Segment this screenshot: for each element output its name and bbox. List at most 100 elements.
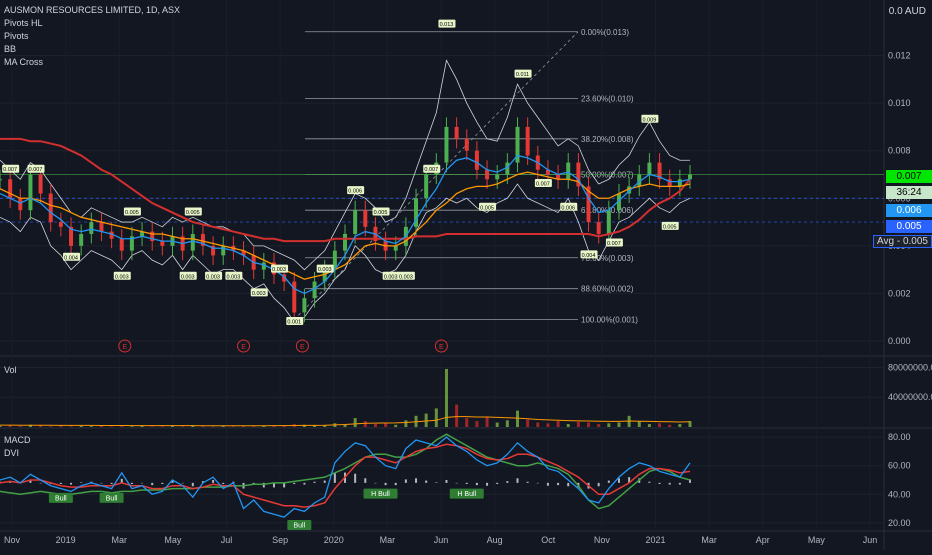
volume-bar-18 — [181, 426, 185, 427]
macd-histogram-bar-50 — [506, 481, 509, 483]
macd-histogram-bar-38 — [384, 482, 387, 486]
volume-bar-36 — [363, 421, 367, 427]
macd-histogram-bar-17 — [171, 480, 174, 483]
candle-body-62 — [627, 186, 632, 194]
volume-bar-34 — [343, 424, 347, 427]
macd-title[interactable]: MACD — [4, 435, 31, 445]
fib-level-label-2: 38.20%(0.008) — [581, 135, 634, 144]
pivot-label-23: 0.004 — [582, 253, 596, 259]
y-tick-label-1-1: 40000000.0 — [888, 392, 932, 402]
signal-label-box-2 — [287, 520, 312, 530]
macd-histogram-bar-33 — [333, 472, 336, 483]
candle-body-63 — [637, 174, 642, 187]
indicator-ma-cross[interactable]: MA Cross — [4, 57, 44, 67]
candle-body-56 — [566, 162, 571, 180]
candle-body-49 — [495, 174, 500, 180]
volume-bar-35 — [353, 418, 357, 427]
macd-histogram-bar-49 — [496, 482, 499, 484]
candle-body-41 — [414, 198, 419, 227]
pivot-label-box-5 — [184, 207, 202, 216]
dvi-title[interactable]: DVI — [4, 448, 20, 458]
pivot-label-box-22 — [560, 202, 578, 211]
fib-level-label-7: 100.00%(0.001) — [581, 316, 638, 325]
volume-bar-63 — [637, 421, 641, 427]
macd-histogram-bar-3 — [29, 480, 32, 483]
volume-bar-9 — [89, 426, 93, 427]
x-tick-label-12: 2021 — [645, 535, 665, 545]
pivot-label-21: 0.007 — [536, 182, 550, 188]
macd-histogram-bar-64 — [648, 481, 651, 483]
macd-histogram-bar-19 — [191, 482, 194, 487]
pivot-label-7: 0.003 — [206, 274, 220, 280]
macd-histogram-bar-11 — [110, 482, 113, 484]
indicator-pivots-hl[interactable]: Pivots HL — [4, 18, 43, 28]
y-tick-label-0-0: 0.012 — [888, 51, 911, 61]
pivot-label-10: 0.003 — [272, 267, 286, 273]
y-tick-label-1-0: 80000000.0 — [888, 362, 932, 372]
candle-body-21 — [211, 245, 216, 256]
volume-bar-2 — [18, 426, 22, 427]
volume-bar-27 — [272, 425, 276, 427]
indicator-pivots[interactable]: Pivots — [4, 31, 29, 41]
volume-bar-13 — [130, 426, 134, 427]
macd-histogram-bar-18 — [181, 482, 184, 484]
signal-label-box-3 — [363, 488, 398, 499]
candle-body-4 — [38, 174, 43, 194]
volume-bar-49 — [495, 422, 499, 427]
earnings-icon-letter-0: E — [122, 344, 127, 351]
earnings-icon-1 — [237, 339, 251, 353]
pivot-label-box-23 — [580, 250, 598, 259]
pivot-label-24: 0.007 — [607, 241, 621, 247]
x-tick-label-3: May — [164, 535, 182, 545]
candle-body-1 — [8, 179, 13, 199]
macd-histogram-bar-10 — [100, 482, 103, 484]
pivot-label-6: 0.003 — [181, 274, 195, 280]
fib-trend-line — [293, 31, 579, 320]
pivot-label-box-20 — [514, 69, 532, 78]
volume-bar-1 — [8, 425, 12, 427]
candle-body-7 — [69, 226, 74, 246]
volume-bar-24 — [242, 425, 246, 427]
candle-body-60 — [606, 210, 611, 234]
candle-body-11 — [109, 231, 114, 239]
macd-histogram-bar-53 — [536, 482, 539, 484]
volume-bar-6 — [59, 425, 63, 427]
pivot-label-box-19 — [479, 202, 497, 211]
volume-bar-50 — [505, 420, 509, 427]
bb-upper-line — [0, 59, 690, 271]
macd-histogram-bar-43 — [435, 482, 438, 483]
dvi-line — [0, 433, 691, 510]
x-tick-label-0: Nov — [4, 535, 21, 545]
signal-label-box-4 — [449, 488, 484, 499]
candle-body-9 — [89, 222, 94, 234]
candle-body-57 — [576, 162, 581, 187]
volume-legend: Vol — [4, 364, 17, 377]
volume-bar-46 — [465, 418, 469, 427]
candle-body-0 — [0, 179, 2, 181]
indicator-bb[interactable]: BB — [4, 44, 17, 54]
x-tick-label-11: Nov — [594, 535, 611, 545]
volume-bar-66 — [668, 424, 672, 427]
x-tick-label-9: Aug — [487, 535, 503, 545]
candle-body-44 — [444, 126, 449, 163]
candle-body-15 — [150, 231, 155, 242]
macd-histogram-bar-56 — [567, 482, 570, 487]
macd-histogram-bar-26 — [262, 482, 265, 488]
x-tick-label-7: Mar — [380, 535, 396, 545]
macd-line — [0, 436, 691, 518]
pivot-label-22: 0.006 — [561, 205, 575, 211]
y-tick-label-0-2: 0.008 — [888, 146, 911, 156]
x-tick-label-4: Jul — [221, 535, 233, 545]
volume-bar-8 — [79, 425, 83, 427]
volume-bar-3 — [28, 424, 32, 427]
fib-level-label-1: 23.60%(0.010) — [581, 94, 634, 103]
macd-histogram-bar-14 — [141, 482, 144, 484]
volume-bar-51 — [516, 410, 519, 427]
volume-title[interactable]: Vol — [4, 365, 17, 375]
symbol-title[interactable]: AUSMON RESOURCES LIMITED, 1D, ASX — [4, 5, 181, 15]
candle-body-13 — [129, 236, 134, 251]
volume-bar-25 — [252, 426, 256, 427]
